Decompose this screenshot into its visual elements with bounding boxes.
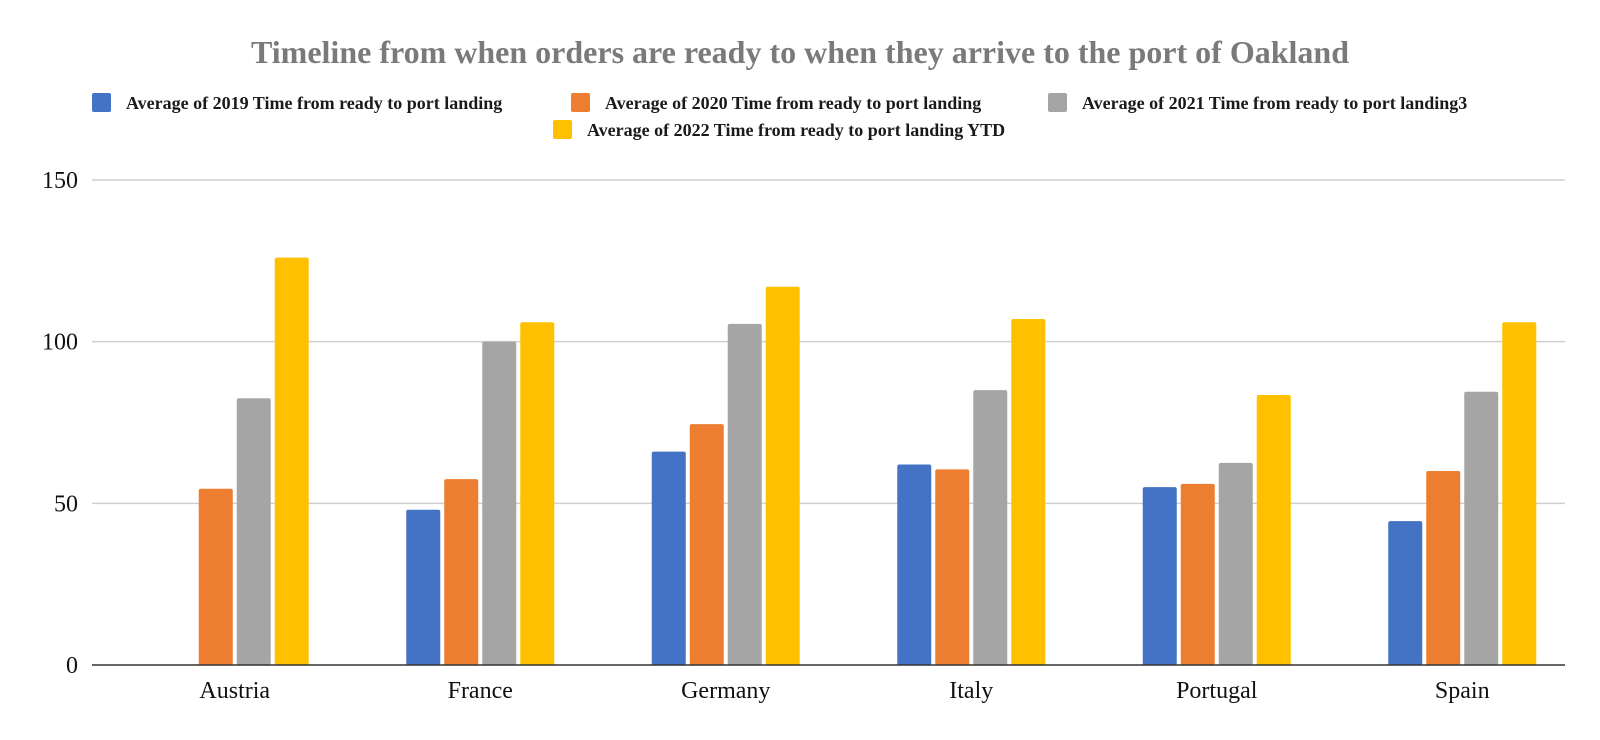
x-tick-label: Germany: [681, 678, 770, 704]
bar-germany-series-4: [765, 286, 800, 665]
bar-italy-series-2: [935, 469, 970, 665]
bar-spain-series-4: [1502, 322, 1537, 665]
bar-italy-series-4: [1011, 319, 1046, 665]
bar-austria-series-3: [236, 398, 271, 665]
bar-italy-series-3: [973, 390, 1008, 665]
bar-france-series-4: [520, 322, 555, 665]
bars: [198, 257, 1537, 665]
bar-spain-series-2: [1426, 471, 1461, 665]
gridlines: [92, 179, 1565, 505]
bar-portugal-series-1: [1142, 487, 1177, 665]
legend-label: Average of 2021 Time from ready to port …: [1082, 93, 1467, 113]
bar-italy-series-1: [897, 464, 932, 665]
bar-france-series-2: [444, 479, 479, 665]
legend-swatch: [1048, 93, 1067, 112]
y-tick-label: 50: [54, 491, 78, 517]
x-tick-label: Portugal: [1176, 678, 1258, 704]
y-axis: 0 50 100 150: [42, 168, 78, 679]
bar-austria-series-2: [198, 488, 233, 665]
bar-portugal-series-3: [1218, 462, 1253, 665]
bar-spain-series-1: [1388, 521, 1423, 665]
bar-spain-series-3: [1464, 391, 1499, 665]
bar-portugal-series-2: [1180, 483, 1215, 665]
y-tick-label: 0: [66, 653, 78, 679]
y-tick-label: 150: [42, 168, 78, 194]
x-tick-label: Italy: [949, 678, 993, 704]
legend-label: Average of 2020 Time from ready to port …: [605, 93, 981, 113]
legend-item: Average of 2022 Time from ready to port …: [553, 120, 1005, 140]
bar-germany-series-2: [689, 424, 724, 665]
legend-label: Average of 2022 Time from ready to port …: [587, 120, 1005, 140]
x-tick-label: Austria: [199, 678, 270, 704]
bar-germany-series-1: [651, 451, 686, 665]
legend-item: Average of 2020 Time from ready to port …: [571, 93, 981, 113]
chart-title: Timeline from when orders are ready to w…: [251, 34, 1349, 70]
bar-france-series-3: [482, 341, 517, 665]
bar-portugal-series-4: [1256, 395, 1291, 665]
legend-item: Average of 2021 Time from ready to port …: [1048, 93, 1467, 113]
x-tick-label: France: [448, 678, 513, 704]
legend-swatch: [571, 93, 590, 112]
y-tick-label: 100: [42, 330, 78, 356]
x-axis: Austria France Germany Italy Portugal Spain: [92, 664, 1565, 704]
legend-swatch: [92, 93, 111, 112]
x-tick-label: Spain: [1435, 678, 1490, 704]
legend-label: Average of 2019 Time from ready to port …: [126, 93, 502, 113]
bar-germany-series-3: [727, 323, 762, 665]
legend-item: Average of 2019 Time from ready to port …: [92, 93, 502, 113]
legend: Average of 2019 Time from ready to port …: [92, 93, 1467, 140]
legend-swatch: [553, 120, 572, 139]
bar-austria-series-4: [274, 257, 309, 665]
bar-france-series-1: [406, 509, 441, 665]
